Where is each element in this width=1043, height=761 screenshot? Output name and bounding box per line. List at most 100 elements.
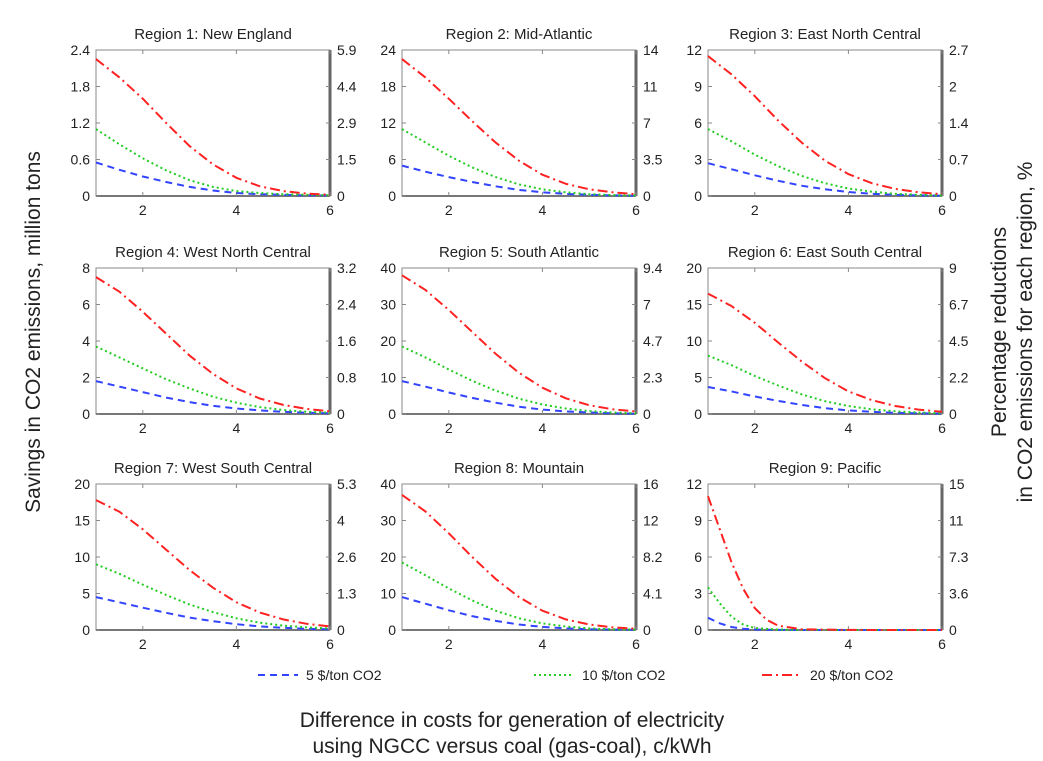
panel-1: Region 1: New England 0 0.6 1.2 1.8 2.4 0 1.5 2.… — [71, 26, 357, 218]
plot-area-border — [707, 49, 943, 197]
legend-label: 20 $/ton CO2 — [810, 667, 893, 683]
y2-tick-label: 2.4 — [337, 297, 357, 313]
series-line-5-per-ton — [707, 162, 943, 197]
x-tick-label: 6 — [938, 420, 946, 436]
y2-tick-label: 4.5 — [949, 333, 969, 349]
y-tick-label: 30 — [380, 297, 396, 313]
y2-tick-label: 15 — [949, 476, 965, 492]
y-tick-label: 1.2 — [71, 115, 91, 131]
x-tick-label: 2 — [445, 202, 453, 218]
y2-tick-label: 9 — [949, 260, 957, 276]
panel-title: Region 7: West South Central — [114, 460, 312, 477]
plot-area-border — [707, 483, 943, 631]
y-tick-label: 0 — [388, 622, 396, 638]
legend: 5 $/ton CO2 10 $/ton CO2 20 $/ton CO2 — [258, 667, 893, 683]
x-tick-label: 6 — [326, 636, 334, 652]
y-tick-label: 0 — [82, 188, 90, 204]
x-tick-label: 4 — [233, 636, 241, 652]
plot-area-border — [401, 267, 637, 415]
y-tick-label: 3 — [694, 152, 702, 168]
y-tick-label: 0 — [694, 188, 702, 204]
y2-tick-label: 0 — [949, 622, 957, 638]
y2-tick-label: 0 — [643, 406, 651, 422]
x-tick-label: 6 — [938, 202, 946, 218]
series-line-20-per-ton — [707, 495, 942, 631]
x-tick-label: 2 — [139, 420, 147, 436]
y2-tick-label: 7 — [643, 297, 651, 313]
y2-tick-label: 1.4 — [949, 115, 969, 131]
series-line-5-per-ton — [401, 380, 637, 415]
y2-tick-label: 7.3 — [949, 549, 969, 565]
series-line-5-per-ton — [95, 380, 331, 415]
x-tick-label: 6 — [632, 636, 640, 652]
y-tick-label: 0 — [82, 622, 90, 638]
y-tick-label: 10 — [686, 333, 702, 349]
x-axis-label-line1: Difference in costs for generation of el… — [300, 709, 725, 732]
y2-tick-label: 7 — [643, 115, 651, 131]
plot-area-border — [95, 267, 331, 415]
y2-tick-label: 0 — [643, 188, 651, 204]
y-tick-label: 0.6 — [71, 152, 91, 168]
y2-tick-label: 4.4 — [337, 79, 357, 95]
y-tick-label: 9 — [694, 513, 702, 529]
y2-tick-label: 8.2 — [643, 549, 663, 565]
series-line-20-per-ton — [707, 292, 943, 413]
y-tick-label: 12 — [686, 42, 702, 58]
panel-title: Region 8: Mountain — [454, 460, 584, 477]
x-tick-label: 2 — [445, 636, 453, 652]
y2-tick-label: 0 — [337, 622, 345, 638]
y-tick-label: 5 — [694, 370, 702, 386]
y-tick-label: 6 — [388, 152, 396, 168]
panel-2: Region 2: Mid-Atlantic0612182403.5711142… — [380, 26, 662, 218]
y-tick-label: 40 — [380, 260, 396, 276]
x-tick-label: 4 — [539, 636, 547, 652]
y2-tick-label: 0 — [337, 188, 345, 204]
y2-tick-label: 14 — [643, 42, 659, 58]
y-tick-label: 2 — [82, 370, 90, 386]
x-tick-label: 2 — [751, 420, 759, 436]
x-tick-label: 2 — [751, 636, 759, 652]
y2-tick-label: 0 — [949, 188, 957, 204]
panel-title: Region 1: New England — [134, 26, 292, 43]
y2-tick-label: 2.3 — [643, 370, 663, 386]
y2-tick-label: 1.5 — [337, 152, 357, 168]
x-tick-label: 4 — [845, 202, 853, 218]
series-line-20-per-ton — [401, 494, 637, 630]
y-tick-label: 3 — [694, 586, 702, 602]
series-line-10-per-ton — [401, 345, 637, 415]
y-tick-label: 0 — [694, 406, 702, 422]
plot-area-border — [95, 483, 331, 631]
y2-tick-label: 3.6 — [949, 586, 969, 602]
panel-title: Region 3: East North Central — [729, 26, 921, 43]
left-y-axis-label: Savings in CO2 emissions, million tons — [22, 151, 45, 513]
y-tick-label: 20 — [380, 549, 396, 565]
y2-tick-label: 3.5 — [643, 152, 663, 168]
y2-tick-label: 4.1 — [643, 586, 663, 602]
panel-5: Region 5: South Atlantic 0 10 20 30 40 0 2.3 4.7… — [380, 244, 662, 436]
series-line-10-per-ton — [95, 128, 331, 197]
y-tick-label: 10 — [380, 586, 396, 602]
y2-tick-label: 12 — [643, 513, 659, 529]
chart-panels: Region 1: New England 0 0.6 1.2 1.8 2.4 0 1.5 2.… — [71, 26, 969, 652]
legend-label: 10 $/ton CO2 — [582, 667, 665, 683]
x-tick-label: 4 — [233, 202, 241, 218]
series-line-10-per-ton — [95, 563, 331, 630]
series-line-10-per-ton — [707, 128, 943, 197]
y2-tick-label: 11 — [949, 513, 964, 529]
series-line-5-per-ton — [95, 596, 331, 631]
y-tick-label: 6 — [82, 297, 90, 313]
series-line-5-per-ton — [707, 386, 943, 415]
panel-4: Region 4: West North Central 0 2 4 6 8 0 0.8 1.6… — [82, 244, 356, 436]
y-tick-label: 20 — [686, 260, 702, 276]
y2-tick-label: 0 — [949, 406, 957, 422]
series-line-20-per-ton — [95, 276, 331, 413]
y2-tick-label: 2.7 — [949, 42, 969, 58]
panel-8: Region 8: Mountain 0 10 20 30 40 0 4.1 8.2 12 16 2 4… — [380, 460, 662, 652]
y2-tick-label: 2.2 — [949, 370, 969, 386]
y-tick-label: 0 — [82, 406, 90, 422]
y-tick-label: 9 — [694, 79, 702, 95]
panel-7: Region 7: West South Central 0 5 10 15 20 0 1.3… — [74, 460, 356, 652]
series-line-20-per-ton — [401, 58, 637, 196]
y-tick-label: 8 — [82, 260, 90, 276]
y-tick-label: 20 — [380, 333, 396, 349]
